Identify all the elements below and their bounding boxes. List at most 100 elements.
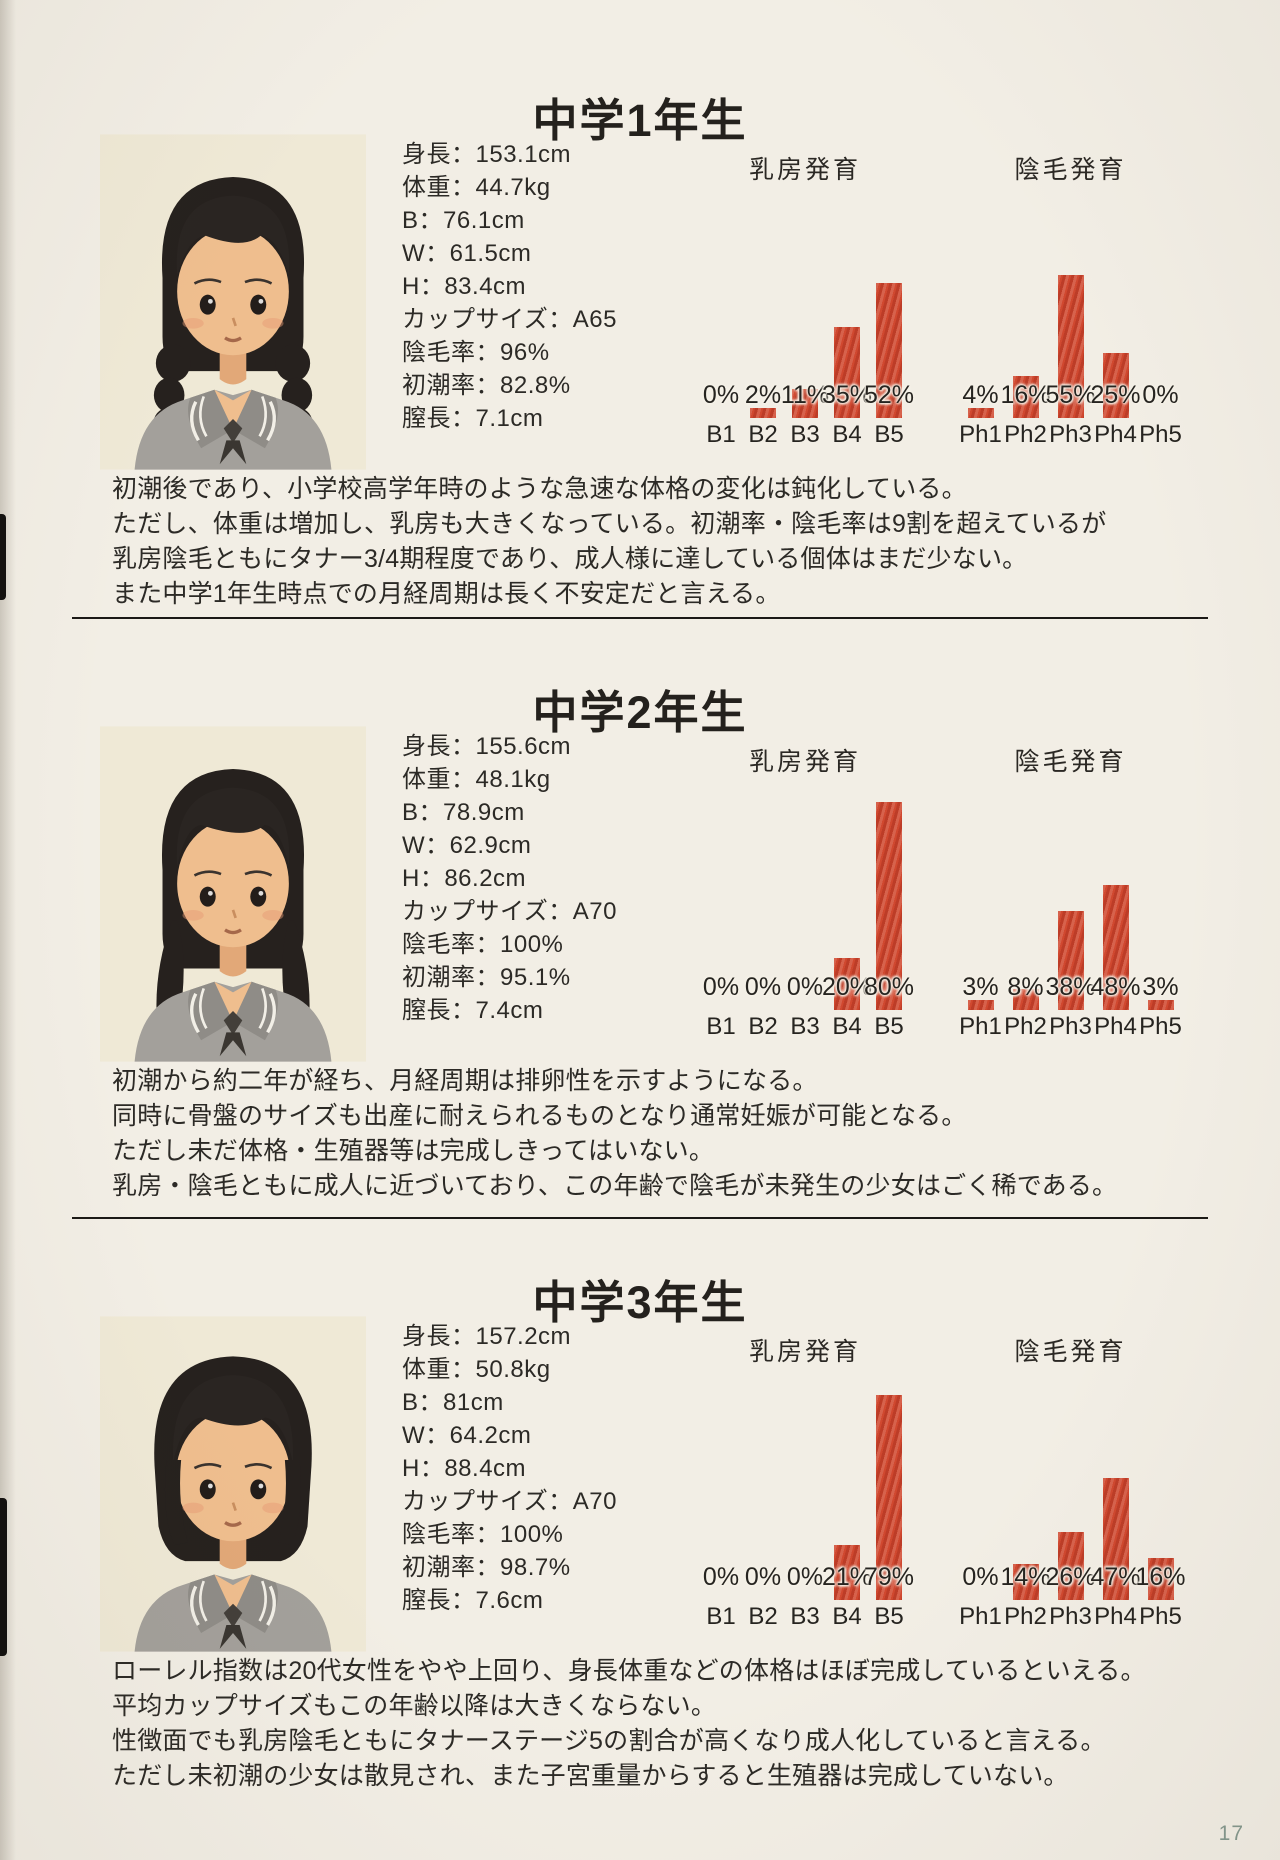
bar-value-label: 16% bbox=[1000, 381, 1051, 409]
chart-title: 乳房発育 bbox=[748, 156, 861, 184]
category-label: Ph3 bbox=[1049, 1013, 1092, 1040]
category-label: B2 bbox=[748, 1603, 778, 1630]
bar-value-label: 0% bbox=[702, 381, 740, 409]
bar-value-label: 48% bbox=[1090, 973, 1141, 1001]
bar bbox=[1102, 1477, 1129, 1600]
bar-value-label: 0% bbox=[744, 1563, 782, 1591]
stat-menarche-rate: 初潮率：82.8% bbox=[402, 372, 571, 399]
stat-pubic-hair-rate: 陰毛率：100% bbox=[402, 931, 564, 958]
category-label: Ph1 bbox=[959, 1603, 1002, 1630]
pubic-hair-development-chart: 陰毛発育 0% Ph1 14% Ph2 26% Ph3 47% Ph4 16% Ph5 bbox=[958, 1332, 1186, 1631]
chart-column: 14% Ph2 bbox=[1000, 1368, 1051, 1631]
description-paragraph: ローレル指数は20代女性をやや上回り、身長体重などの体格はほぼ完成しているといえ… bbox=[112, 1654, 1146, 1794]
bar bbox=[1102, 885, 1129, 1010]
section-grade7: 中学1年生 bbox=[0, 84, 1280, 629]
chart-column: 20% B4 bbox=[822, 778, 872, 1041]
bar-area: 16% bbox=[1000, 186, 1051, 418]
chart-column: 0% B1 bbox=[700, 778, 742, 1041]
bar bbox=[750, 408, 776, 418]
girl-portrait-braids-icon bbox=[100, 134, 366, 470]
bar-area: 26% bbox=[1045, 1368, 1096, 1600]
stat-waist: W：64.2cm bbox=[402, 1422, 532, 1449]
stat-weight: 体重：50.8kg bbox=[402, 1356, 551, 1383]
chart-column: 3% Ph1 bbox=[958, 778, 1003, 1041]
scan-artifact bbox=[0, 1498, 7, 1656]
category-label: B1 bbox=[706, 1603, 736, 1630]
bar-value-label: 55% bbox=[1045, 381, 1096, 409]
chart-title: 陰毛発育 bbox=[1014, 1338, 1127, 1366]
stat-vaginal-length: 膣長：7.6cm bbox=[402, 1587, 544, 1614]
category-label: B2 bbox=[748, 1013, 778, 1040]
category-label: Ph2 bbox=[1004, 1603, 1047, 1630]
pubic-hair-development-chart: 陰毛発育 3% Ph1 8% Ph2 38% Ph3 48% Ph4 3% Ph5 bbox=[958, 742, 1183, 1041]
bar-value-label: 0% bbox=[786, 973, 824, 1001]
stat-waist: W：61.5cm bbox=[402, 240, 532, 267]
stat-height: 身長：153.1cm bbox=[402, 141, 572, 168]
bar-value-label: 8% bbox=[1007, 973, 1044, 1001]
paragraph-line: 乳房陰毛ともにタナー3/4期程度であり、成人様に達している個体はまだ少ない。 bbox=[112, 545, 1028, 573]
stat-cup-size: カップサイズ：A65 bbox=[402, 306, 617, 333]
girl-portrait-bob-icon bbox=[100, 1316, 366, 1652]
bar-area: 14% bbox=[1000, 1368, 1051, 1600]
bar-area: 0% bbox=[784, 778, 826, 1010]
bar bbox=[967, 1000, 994, 1010]
chart-bars: 0% Ph1 14% Ph2 26% Ph3 47% Ph4 16% Ph5 bbox=[958, 1368, 1186, 1631]
category-label: B1 bbox=[706, 1013, 736, 1040]
stat-bust: B：76.1cm bbox=[402, 207, 525, 234]
paragraph-line: 性徴面でも乳房陰毛ともにタナーステージ5の割合が高くなり成人化していると言える。 bbox=[112, 1727, 1106, 1755]
bar-value-label: 25% bbox=[1090, 381, 1141, 409]
bar-area: 16% bbox=[1135, 1368, 1186, 1600]
stat-pubic-hair-rate: 陰毛率：96% bbox=[402, 339, 550, 366]
paragraph-line: ただし未初潮の少女は散見され、また子宮重量からすると生殖器は完成していない。 bbox=[112, 1762, 1069, 1790]
chart-bars: 0% B1 0% B2 0% B3 21% B4 79% B5 bbox=[700, 1368, 914, 1631]
charts-row-grade8: 乳房発育 0% B1 0% B2 0% B3 20% B4 80% B5 陰毛発育 3% Ph1 8%… bbox=[700, 742, 1183, 1041]
stat-cup-size: カップサイズ：A70 bbox=[402, 1488, 617, 1515]
category-label: Ph2 bbox=[1004, 421, 1047, 448]
bar-area: 4% bbox=[958, 186, 1003, 418]
stat-hip: H：88.4cm bbox=[402, 1455, 527, 1482]
bar-area: 25% bbox=[1090, 186, 1141, 418]
chart-title: 乳房発育 bbox=[748, 748, 861, 776]
bar-value-label: 0% bbox=[962, 1563, 999, 1591]
bar-area: 21% bbox=[822, 1368, 872, 1600]
category-label: Ph5 bbox=[1139, 421, 1182, 448]
bar-value-label: 0% bbox=[786, 1563, 824, 1591]
paragraph-line: 乳房・陰毛ともに成人に近づいており、この年齢で陰毛が未発生の少女はごく稀である。 bbox=[112, 1172, 1118, 1200]
chart-bars: 3% Ph1 8% Ph2 38% Ph3 48% Ph4 3% Ph5 bbox=[958, 778, 1183, 1041]
bar bbox=[834, 958, 860, 1010]
bar bbox=[1147, 1000, 1174, 1010]
stat-waist: W：62.9cm bbox=[402, 832, 532, 859]
bar bbox=[876, 1394, 902, 1600]
stat-pubic-hair-rate: 陰毛率：100% bbox=[402, 1521, 564, 1548]
bar-area: 0% bbox=[784, 1368, 826, 1600]
bar bbox=[1012, 1563, 1039, 1600]
bar bbox=[876, 802, 902, 1010]
chart-column: 3% Ph5 bbox=[1138, 778, 1183, 1041]
chart-column: 0% B2 bbox=[742, 778, 784, 1041]
section-divider bbox=[72, 1217, 1208, 1219]
bar-value-label: 2% bbox=[744, 381, 782, 409]
stat-menarche-rate: 初潮率：95.1% bbox=[402, 964, 571, 991]
chart-column: 0% B3 bbox=[784, 1368, 826, 1631]
chart-column: 16% Ph2 bbox=[1000, 186, 1051, 449]
breast-development-chart: 乳房発育 0% B1 0% B2 0% B3 21% B4 79% B5 bbox=[700, 1332, 914, 1631]
stat-hip: H：86.2cm bbox=[402, 865, 527, 892]
chart-column: 79% B5 bbox=[864, 1368, 914, 1631]
paragraph-line: 初潮から約二年が経ち、月経周期は排卵性を示すようになる。 bbox=[112, 1067, 818, 1095]
bar-value-label: 3% bbox=[1142, 973, 1179, 1001]
bar bbox=[834, 327, 860, 418]
chart-column: 0% B1 bbox=[700, 1368, 742, 1631]
bar-value-label: 3% bbox=[962, 973, 999, 1001]
bar-area: 79% bbox=[864, 1368, 914, 1600]
stat-vaginal-length: 膣長：7.4cm bbox=[402, 997, 544, 1024]
bar bbox=[876, 282, 902, 418]
chart-bars: 4% Ph1 16% Ph2 55% Ph3 25% Ph4 0% Ph5 bbox=[958, 186, 1183, 449]
section-grade9: 中学3年生 bbox=[0, 1266, 1280, 1811]
chart-column: 4% Ph1 bbox=[958, 186, 1003, 449]
stat-bust: B：78.9cm bbox=[402, 799, 525, 826]
portrait-illustration-grade7 bbox=[100, 134, 366, 470]
bar-value-label: 26% bbox=[1045, 1563, 1096, 1591]
charts-row-grade9: 乳房発育 0% B1 0% B2 0% B3 21% B4 79% B5 陰毛発育 0% Ph1 14… bbox=[700, 1332, 1186, 1631]
bar bbox=[1057, 275, 1084, 418]
